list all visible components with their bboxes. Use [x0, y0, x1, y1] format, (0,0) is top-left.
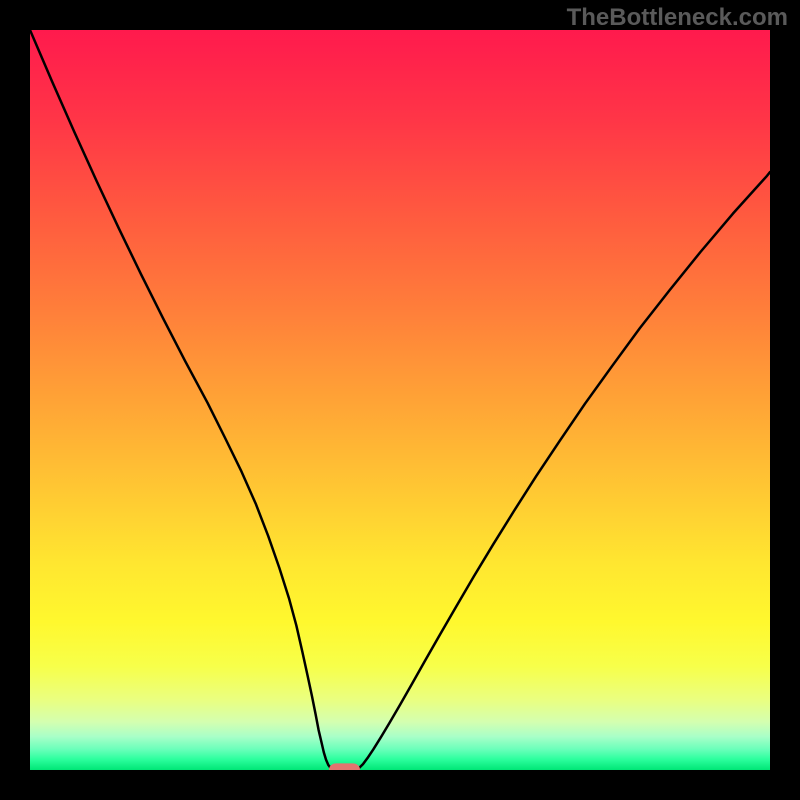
chart-container: TheBottleneck.com: [0, 0, 800, 800]
plot-area: [30, 30, 770, 770]
watermark-text: TheBottleneck.com: [567, 4, 788, 32]
optimal-point-marker: [329, 763, 360, 770]
gradient-background: [30, 30, 770, 770]
chart-svg: [30, 30, 770, 770]
